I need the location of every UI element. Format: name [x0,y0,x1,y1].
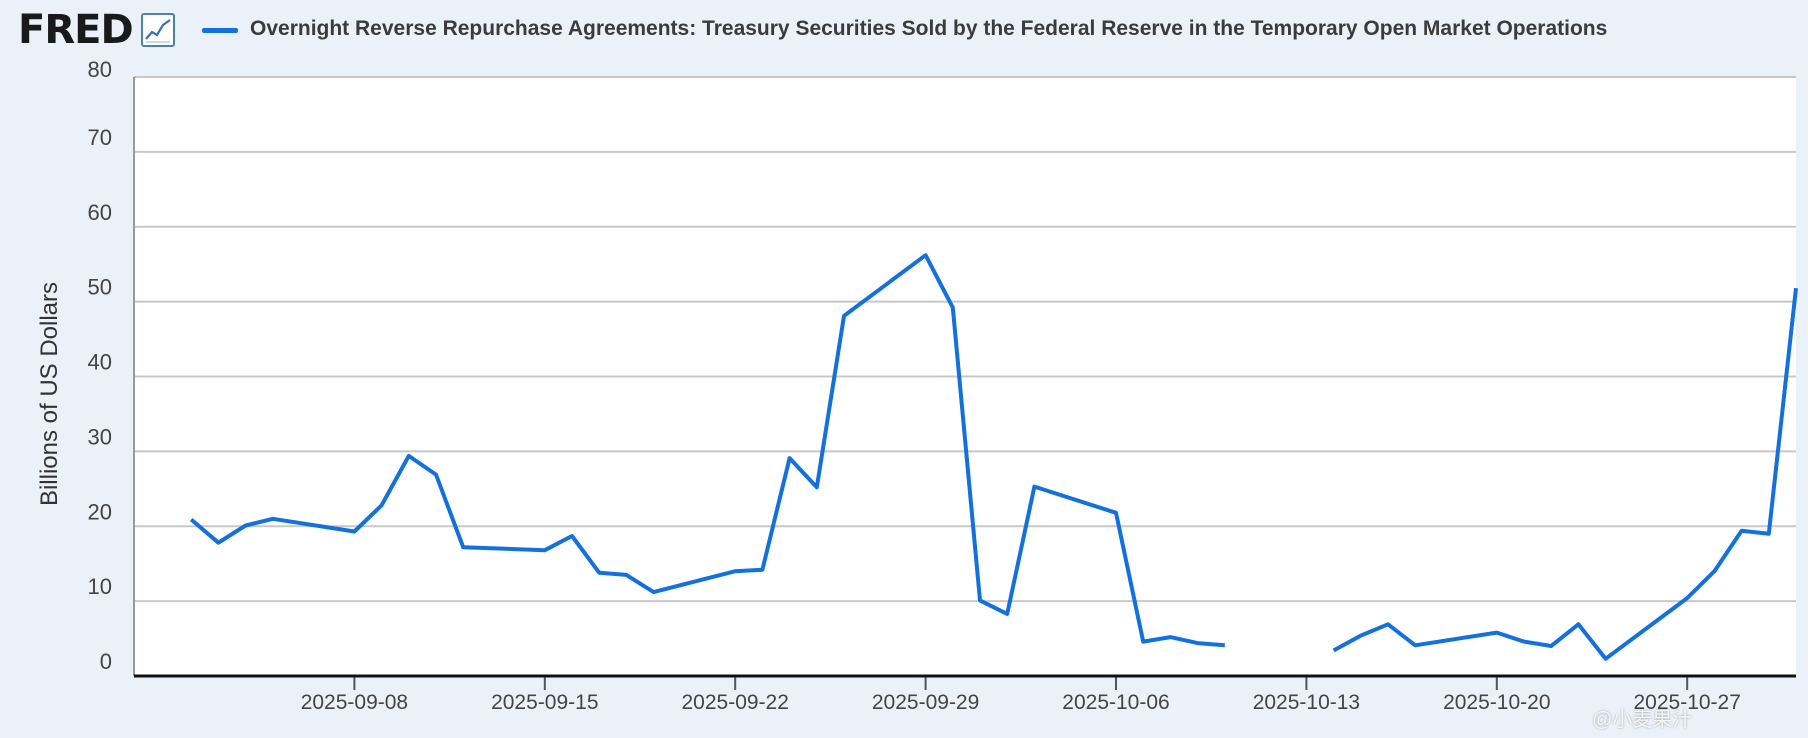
data-point[interactable] [1684,595,1690,601]
data-point[interactable] [1739,528,1745,534]
series-line[interactable] [189,253,1225,648]
y-axis-ticks: 0 10 20 30 40 50 60 70 80 [88,57,112,674]
series-line[interactable] [1332,287,1798,661]
data-point[interactable] [379,502,385,508]
data-point[interactable] [1140,639,1146,645]
y-tick-label: 10 [88,574,112,599]
y-tick-label: 70 [88,125,112,150]
x-tick-label: 2025-09-29 [872,691,979,714]
data-point[interactable] [460,544,466,550]
data-point[interactable] [1711,568,1717,574]
y-tick-label: 20 [88,499,112,524]
data-point[interactable] [1412,642,1418,648]
data-point[interactable] [1031,484,1037,490]
data-point[interactable] [569,533,575,539]
data-point[interactable] [1766,531,1772,537]
data-point[interactable] [1222,642,1228,648]
y-tick-label: 60 [88,200,112,225]
data-point[interactable] [1603,656,1609,662]
data-point[interactable] [188,517,194,523]
data-point[interactable] [623,572,629,578]
data-point[interactable] [1548,643,1554,649]
data-point[interactable] [787,455,793,461]
data-point[interactable] [1494,630,1500,636]
chart-header: FRED Overnight Reverse Repurchase Agreem… [0,0,1808,62]
data-point[interactable] [406,453,412,459]
grid-lines [134,76,1796,603]
data-point[interactable] [977,597,983,603]
x-axis-ticks: 2025-09-08 2025-09-15 2025-09-22 2025-09-29… [301,676,1741,714]
data-point[interactable] [841,313,847,319]
data-point[interactable] [651,589,657,595]
line-chart-icon [140,13,175,47]
fred-logo[interactable]: FRED [18,7,175,53]
y-tick-label: 30 [88,424,112,449]
data-point[interactable] [351,528,357,534]
data-point[interactable] [542,547,548,553]
data-point[interactable] [1004,611,1010,617]
x-tick-label: 2025-09-08 [301,691,408,714]
data-point[interactable] [923,252,929,258]
y-tick-label: 80 [88,57,112,82]
data-point[interactable] [1793,285,1799,291]
data-point[interactable] [270,516,276,522]
data-point[interactable] [433,472,439,478]
data-point[interactable] [215,540,221,546]
legend-line-swatch [202,28,238,33]
fred-logo-text: FRED [18,7,134,53]
x-tick-label: 2025-10-27 [1633,691,1740,714]
data-point[interactable] [1331,648,1337,654]
data-point[interactable] [814,484,820,490]
watermark-text: @小麦果汁 [1592,709,1693,731]
y-tick-label: 0 [100,649,112,674]
data-point[interactable] [1521,639,1527,645]
x-tick-label: 2025-10-13 [1253,691,1360,714]
data-point[interactable] [1575,621,1581,627]
data-point[interactable] [1167,634,1173,640]
y-tick-label: 40 [88,350,112,375]
data-point[interactable] [1113,510,1119,516]
data-point[interactable] [759,567,765,573]
x-tick-label: 2025-10-20 [1443,691,1550,714]
chart-title: Overnight Reverse Repurchase Agreements:… [250,17,1608,40]
data-point[interactable] [596,570,602,576]
y-tick-label: 50 [88,275,112,300]
data-point[interactable] [732,568,738,574]
data-point[interactable] [950,305,956,311]
data-point[interactable] [1195,640,1201,646]
x-tick-label: 2025-10-06 [1062,691,1169,714]
series-layer[interactable] [188,252,1799,662]
data-point[interactable] [1385,621,1391,627]
data-point[interactable] [1358,633,1364,639]
x-tick-label: 2025-09-22 [681,691,788,714]
axes [133,77,1796,678]
data-point[interactable] [243,523,249,529]
x-tick-label: 2025-09-15 [491,691,598,714]
